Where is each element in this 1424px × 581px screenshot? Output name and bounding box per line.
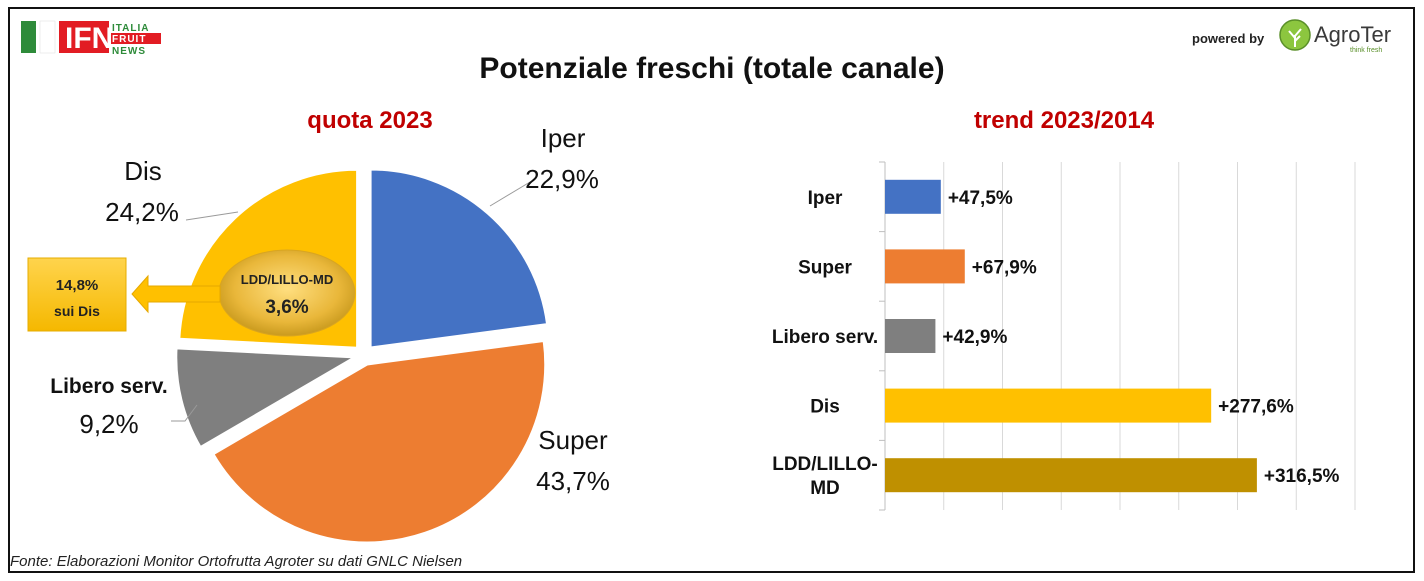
ifn-logo-text: IFN [65,22,113,55]
pie-label-super-name: Super [538,425,608,455]
callout-box [27,257,127,332]
callout-arrow [131,274,221,314]
bar-category-label: Dis [810,397,840,418]
pie-label-dis-name: Dis [124,156,162,186]
ldd-value: 3,6% [265,297,308,318]
bar-5 [885,458,1257,493]
ifn-logo-line-3: NEWS [112,46,146,57]
agroter-name: AgroTer [1314,22,1391,47]
ifn-logo-line-1: ITALIA [112,23,149,34]
bar-category-label: MD [810,478,840,499]
bar-value-label: +316,5% [1264,466,1340,487]
ldd-name: LDD/LILLO-MD [241,272,333,287]
callout-value: 14,8% [56,277,99,294]
bar-3 [885,319,936,353]
pie-slice-super [212,339,547,544]
bar-category-label: LDD/LILLO- [772,454,878,475]
pie-slice-iper [369,168,549,349]
bar-category-label: Libero serv. [772,327,878,348]
bar-1 [885,179,941,214]
pie-slice-libero-serv [175,347,358,449]
pie-label-libero-value: 9,2% [79,409,138,439]
agroter-tagline: think fresh [1350,47,1382,54]
bar-4 [885,388,1212,423]
bar-value-label: +67,9% [972,257,1037,278]
pie-label-super-value: 43,7% [536,466,610,496]
bar-value-label: +277,6% [1218,397,1294,418]
tree-icon [1288,28,1302,47]
ifn-logo-line-2: FRUIT [112,34,146,45]
pie-leader-lines [171,181,531,422]
dis-callout: 14,8% sui Dis [27,257,221,332]
pie-chart [175,168,549,544]
bar-chart: +47,5% Iper +67,9% Super +42,9% Libero serv. +… [772,161,1356,511]
callout-text: sui Dis [54,303,100,319]
pie-subtitle: quota 2023 [307,107,433,134]
bar-category-label: Super [798,257,852,278]
pie-label-iper-name: Iper [541,123,586,153]
pie-labels: Iper 22,9% Super 43,7% Libero serv. 9,2%… [50,123,610,496]
bar-value-label: +47,5% [948,188,1013,209]
leader-line-dis [185,211,239,221]
bar-value-label: +42,9% [942,327,1007,348]
leader-line-libero [171,404,198,422]
ifn-logo: IFN ITALIA FRUIT NEWS [12,14,172,65]
pie-label-iper-value: 22,9% [525,164,599,194]
pie-label-libero-name: Libero serv. [50,375,168,398]
bar-2 [885,249,965,284]
bar-category-label: Iper [808,188,843,209]
chart-title: Potenziale freschi (totale canale) [479,52,945,85]
leader-line-iper [489,181,531,207]
powered-by-label: powered by [1192,31,1265,46]
source-note: Fonte: Elaborazioni Monitor Ortofrutta A… [10,553,463,570]
pie-label-dis-value: 24,2% [105,197,179,227]
ldd-highlight: LDD/LILLO-MD 3,6% [218,249,356,337]
ldd-ellipse [218,249,356,337]
bar-subtitle: trend 2023/2014 [973,107,1155,134]
agroter-logo: AgroTer think fresh [1270,14,1406,63]
